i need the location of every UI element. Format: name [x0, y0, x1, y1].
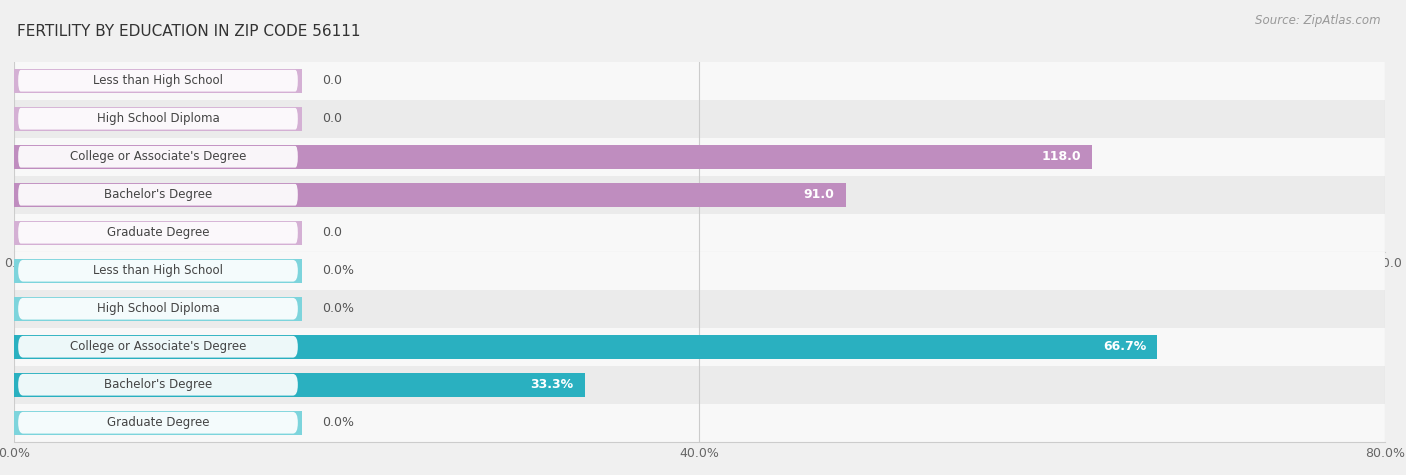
Text: Bachelor's Degree: Bachelor's Degree	[104, 378, 212, 391]
Bar	[14, 176, 1385, 214]
FancyBboxPatch shape	[18, 374, 298, 396]
Text: 0.0%: 0.0%	[322, 264, 354, 277]
Text: Less than High School: Less than High School	[93, 74, 224, 87]
FancyBboxPatch shape	[18, 412, 298, 434]
Bar	[14, 214, 1385, 252]
Text: High School Diploma: High School Diploma	[97, 112, 219, 125]
FancyBboxPatch shape	[18, 260, 298, 282]
Bar	[14, 404, 1385, 442]
Bar	[14, 411, 302, 435]
Text: 0.0%: 0.0%	[322, 302, 354, 315]
Bar	[14, 221, 302, 245]
Text: 0.0: 0.0	[322, 226, 343, 239]
Text: 66.7%: 66.7%	[1102, 340, 1146, 353]
FancyBboxPatch shape	[18, 108, 298, 130]
Text: 0.0: 0.0	[322, 112, 343, 125]
Bar	[14, 373, 302, 397]
Bar	[14, 366, 1385, 404]
Bar	[14, 290, 1385, 328]
Text: 0.0: 0.0	[322, 74, 343, 87]
Bar	[14, 145, 1092, 169]
Bar	[14, 145, 302, 169]
Text: College or Associate's Degree: College or Associate's Degree	[70, 150, 246, 163]
Bar	[14, 62, 1385, 100]
Bar	[14, 69, 302, 93]
FancyBboxPatch shape	[18, 184, 298, 206]
FancyBboxPatch shape	[18, 336, 298, 358]
FancyBboxPatch shape	[18, 146, 298, 168]
Bar	[14, 328, 1385, 366]
Bar	[14, 373, 585, 397]
Bar	[14, 335, 302, 359]
Bar	[14, 183, 846, 207]
Text: High School Diploma: High School Diploma	[97, 302, 219, 315]
Bar	[14, 335, 1157, 359]
Bar	[14, 297, 302, 321]
Text: College or Associate's Degree: College or Associate's Degree	[70, 340, 246, 353]
Text: Bachelor's Degree: Bachelor's Degree	[104, 188, 212, 201]
FancyBboxPatch shape	[18, 222, 298, 244]
Bar	[14, 252, 1385, 290]
Text: Less than High School: Less than High School	[93, 264, 224, 277]
Bar	[14, 100, 1385, 138]
Text: Source: ZipAtlas.com: Source: ZipAtlas.com	[1256, 14, 1381, 27]
Bar	[14, 107, 302, 131]
Text: 91.0: 91.0	[804, 188, 835, 201]
Text: 0.0%: 0.0%	[322, 416, 354, 429]
Text: 33.3%: 33.3%	[530, 378, 574, 391]
Bar	[14, 183, 302, 207]
Text: Graduate Degree: Graduate Degree	[107, 416, 209, 429]
Text: FERTILITY BY EDUCATION IN ZIP CODE 56111: FERTILITY BY EDUCATION IN ZIP CODE 56111	[17, 24, 360, 39]
Bar	[14, 259, 302, 283]
FancyBboxPatch shape	[18, 70, 298, 92]
FancyBboxPatch shape	[18, 298, 298, 320]
Text: Graduate Degree: Graduate Degree	[107, 226, 209, 239]
Text: 118.0: 118.0	[1042, 150, 1081, 163]
Bar	[14, 138, 1385, 176]
